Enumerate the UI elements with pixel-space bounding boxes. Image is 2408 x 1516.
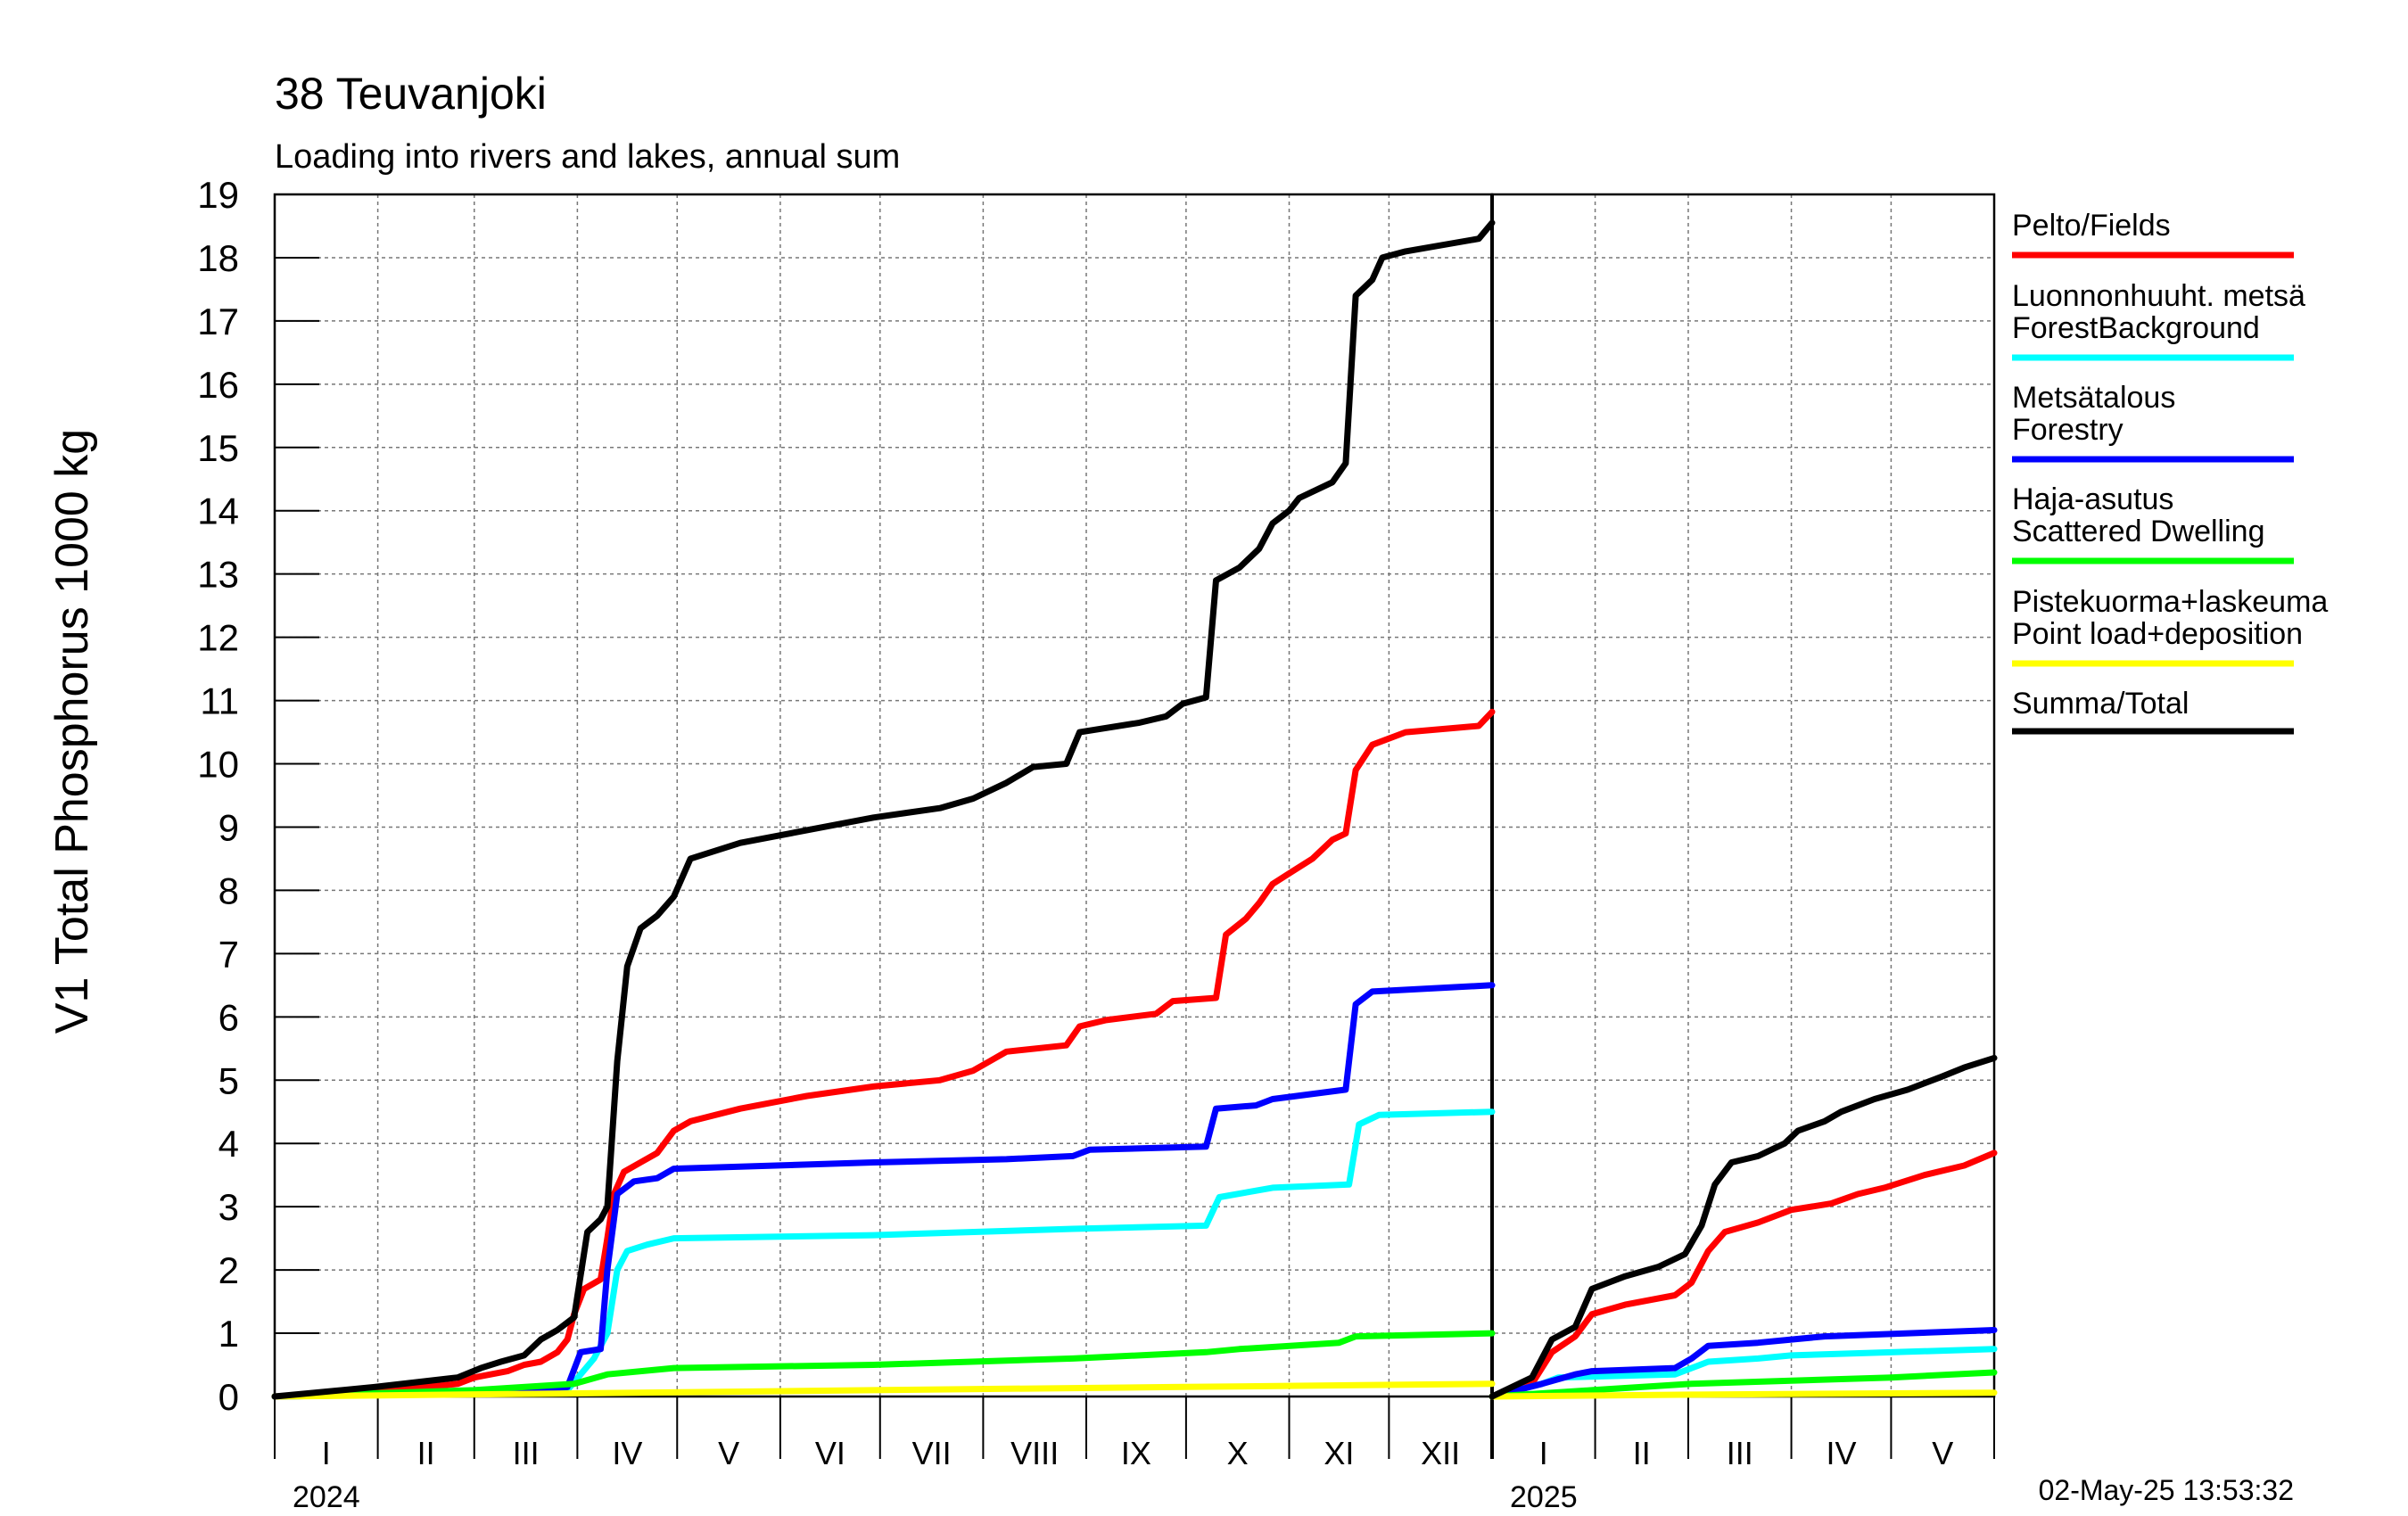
y-tick-label: 8: [219, 869, 239, 911]
y-tick-label: 13: [197, 554, 239, 596]
y-tick-label: 0: [219, 1376, 239, 1418]
y-tick-label: 17: [197, 301, 239, 342]
month-label: X: [1227, 1435, 1249, 1471]
y-tick-label: 7: [219, 933, 239, 975]
month-label: II: [417, 1435, 435, 1471]
month-label: VI: [815, 1435, 845, 1471]
month-label: V: [1932, 1435, 1953, 1471]
y-tick-label: 3: [219, 1186, 239, 1228]
y-tick-label: 5: [219, 1059, 239, 1101]
month-label: VIII: [1010, 1435, 1059, 1471]
series-line: [1489, 1389, 1998, 1400]
data-series: [271, 219, 1998, 1400]
y-tick-label: 16: [197, 364, 239, 406]
plot-frame: [273, 193, 1494, 1398]
series-line: [1489, 1327, 1998, 1400]
legend-label: Haja-asutus: [2012, 482, 2173, 516]
series-line: [1489, 1054, 1998, 1400]
plot-frame: [1490, 193, 1996, 1398]
year-label: 2025: [1510, 1480, 1578, 1514]
month-label: IV: [612, 1435, 642, 1471]
y-tick-label: 18: [197, 237, 239, 279]
month-label: XI: [1324, 1435, 1354, 1471]
y-tick-label: 4: [219, 1123, 239, 1165]
grid-lines: [275, 194, 1994, 1397]
month-label: IX: [1121, 1435, 1151, 1471]
series-line: [271, 219, 1496, 1400]
month-label: VII: [912, 1435, 952, 1471]
legend-label: Pistekuorma+laskeuma: [2012, 585, 2328, 619]
legend-label: Scattered Dwelling: [2012, 515, 2264, 548]
y-tick-label: 10: [197, 744, 239, 786]
legend-label: Forestry: [2012, 413, 2123, 447]
y-tick-label: 11: [200, 680, 239, 722]
chart-subtitle: Loading into rivers and lakes, annual su…: [275, 138, 900, 176]
month-label: XII: [1421, 1435, 1460, 1471]
y-tick-label: 12: [197, 617, 239, 659]
legend-label: Metsätalous: [2012, 381, 2175, 415]
y-tick-label: 2: [219, 1249, 239, 1291]
y-axis-label: V1 Total Phosphorus 1000 kg: [46, 429, 98, 1034]
timestamp: 02-May-25 13:53:32: [2039, 1474, 2294, 1506]
month-label: I: [1539, 1435, 1548, 1471]
legend-label: ForestBackground: [2012, 311, 2260, 345]
month-label: I: [322, 1435, 331, 1471]
legend: Pelto/Fields Luonnonhuuht. metsäForestBac…: [2012, 209, 2328, 735]
series-line: [271, 708, 1496, 1400]
month-label: III: [513, 1435, 540, 1471]
legend-label: Summa/Total: [2012, 687, 2189, 721]
y-tick-label: 19: [197, 174, 239, 216]
series-line: [1489, 1149, 1998, 1400]
month-label: II: [1633, 1435, 1651, 1471]
y-tick-label: 6: [219, 996, 239, 1038]
y-tick-label: 9: [219, 806, 239, 848]
series-line: [271, 982, 1496, 1400]
year-label: 2024: [293, 1480, 360, 1514]
month-label: IV: [1826, 1435, 1856, 1471]
legend-label: Point load+deposition: [2012, 617, 2303, 651]
series-line: [271, 1330, 1496, 1400]
series-line: [271, 1108, 1496, 1400]
y-tick-label: 14: [197, 490, 239, 532]
month-label: V: [718, 1435, 739, 1471]
legend-label: Pelto/Fields: [2012, 209, 2171, 243]
y-tick-label: 1: [219, 1313, 239, 1355]
y-tick-label: 15: [197, 427, 239, 469]
chart-title: 38 Teuvanjoki: [275, 69, 547, 119]
legend-label: Luonnonhuuht. metsä: [2012, 279, 2305, 313]
series-line: [271, 1380, 1496, 1400]
month-label: III: [1727, 1435, 1753, 1471]
